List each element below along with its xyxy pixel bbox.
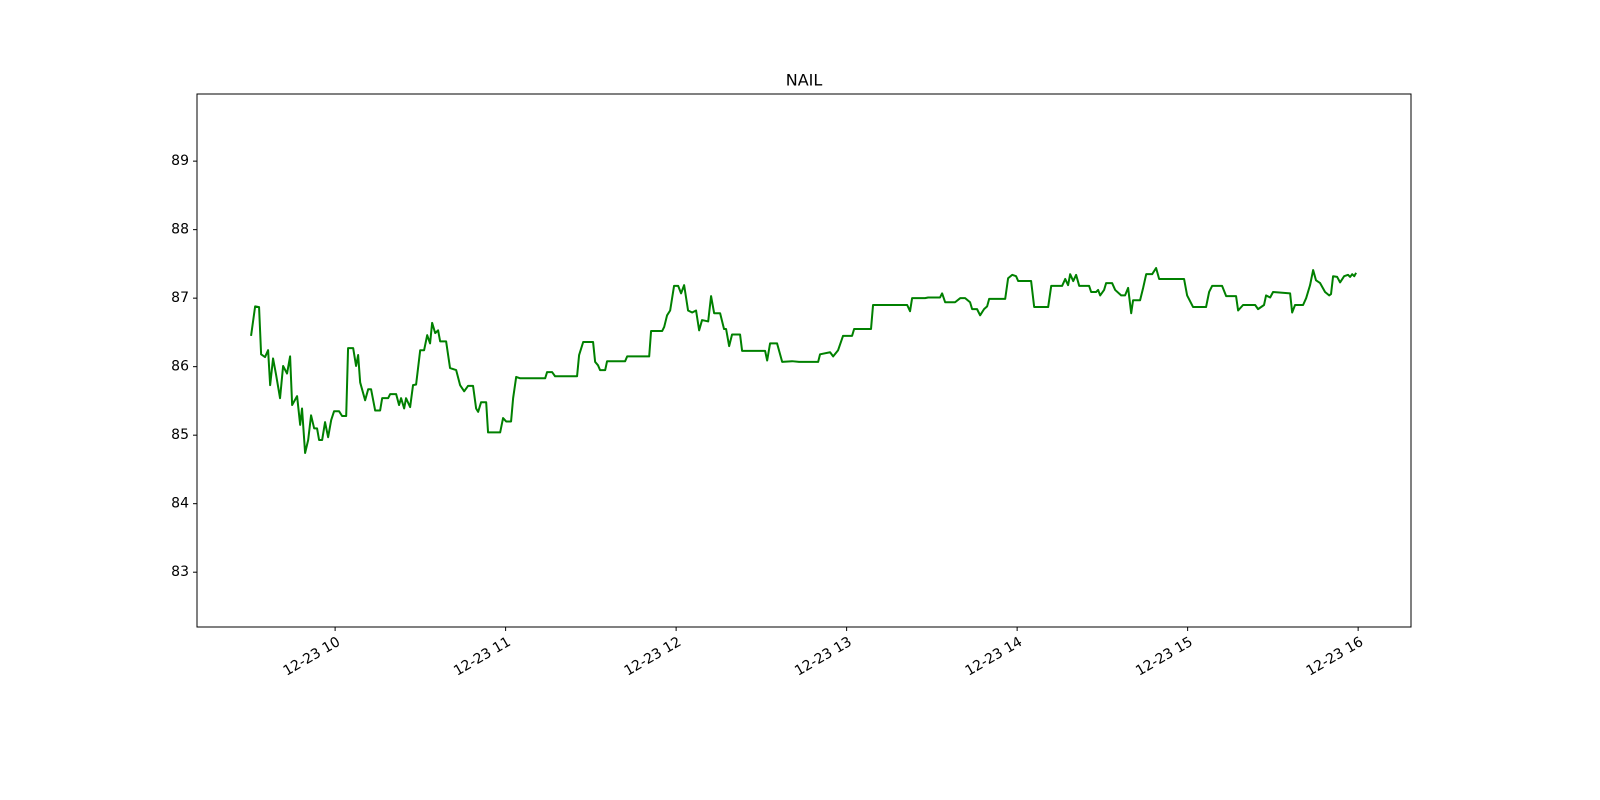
y-tick-label: 86 [171, 359, 189, 375]
y-tick-label: 83 [171, 564, 189, 580]
chart-title: NAIL [786, 71, 823, 90]
y-tick-label: 87 [171, 290, 189, 306]
y-tick-label: 88 [171, 222, 189, 238]
plot-frame [196, 93, 1412, 628]
y-tick-label: 84 [171, 496, 189, 512]
y-tick-label: 85 [171, 427, 189, 443]
price-line [250, 267, 1357, 454]
y-tick-label: 89 [171, 153, 189, 169]
